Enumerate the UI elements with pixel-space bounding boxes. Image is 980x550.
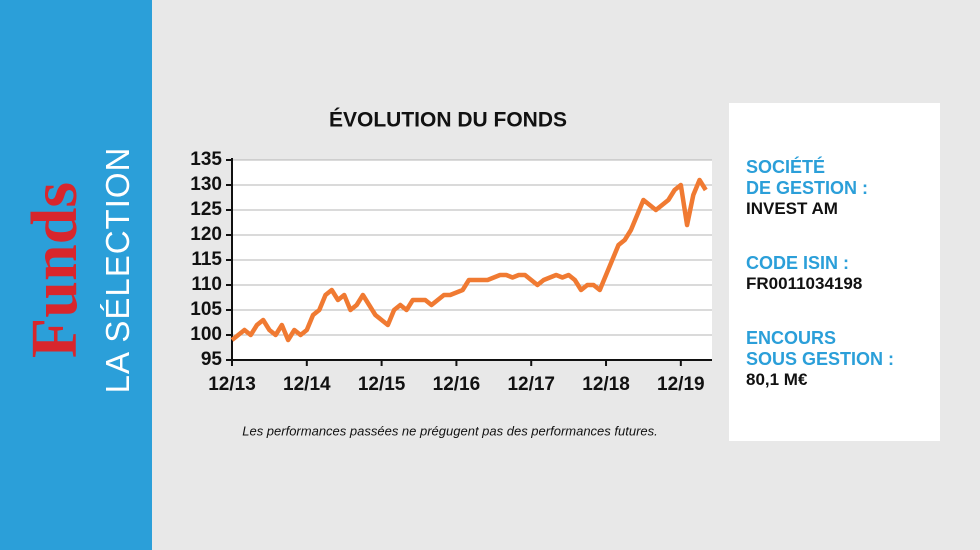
info-label: SOCIÉTÉ [746, 157, 826, 177]
x-tick-label: 12/18 [582, 374, 630, 395]
x-tick-label: 12/17 [507, 374, 555, 395]
info-label: SOUS GESTION : [746, 349, 895, 369]
x-tick-label: 12/19 [657, 374, 705, 395]
x-tick-label: 12/16 [433, 374, 481, 395]
y-tick-label: 120 [190, 224, 222, 245]
info-label: CODE ISIN : [746, 253, 850, 273]
chart: ÉVOLUTION DU FONDS Les performances pass… [190, 109, 712, 438]
info-label: ENCOURS [746, 328, 837, 348]
y-tick-label: 130 [190, 174, 222, 195]
y-tick-label: 110 [191, 274, 222, 295]
info-label: DE GESTION : [746, 178, 869, 198]
sidebar: Funds LA SÉLECTION [0, 0, 152, 550]
info-item: ENCOURS SOUS GESTION :80,1 M€ [746, 328, 894, 390]
info-value: 80,1 M€ [746, 370, 808, 389]
info-panel: SOCIÉTÉ DE GESTION : INVEST AM CODE ISIN :F… [729, 103, 940, 441]
y-tick-label: 100 [190, 324, 222, 345]
footnote: Les performances passées ne prégugent pa… [242, 423, 658, 438]
y-tick-label: 125 [190, 199, 222, 220]
y-tick-label: 115 [191, 249, 222, 270]
y-tick-label: 135 [190, 149, 222, 170]
x-tick-label: 12/15 [358, 374, 406, 395]
info-item: CODE ISIN : FR0011034198 [746, 253, 862, 294]
chart-title: ÉVOLUTION DU FONDS [329, 109, 567, 132]
info-item: SOCIÉTÉ DE GESTION : INVEST AM [746, 157, 868, 219]
x-tick-label: 12/13 [208, 374, 256, 395]
line-series [230, 177, 708, 343]
x-tick-label: 12/14 [283, 374, 331, 395]
y-tick-label: 105 [190, 299, 222, 320]
info-value: INVEST AM [746, 199, 838, 218]
y-tick-label: 95 [201, 349, 223, 370]
info-value: FR0011034198 [746, 274, 863, 293]
